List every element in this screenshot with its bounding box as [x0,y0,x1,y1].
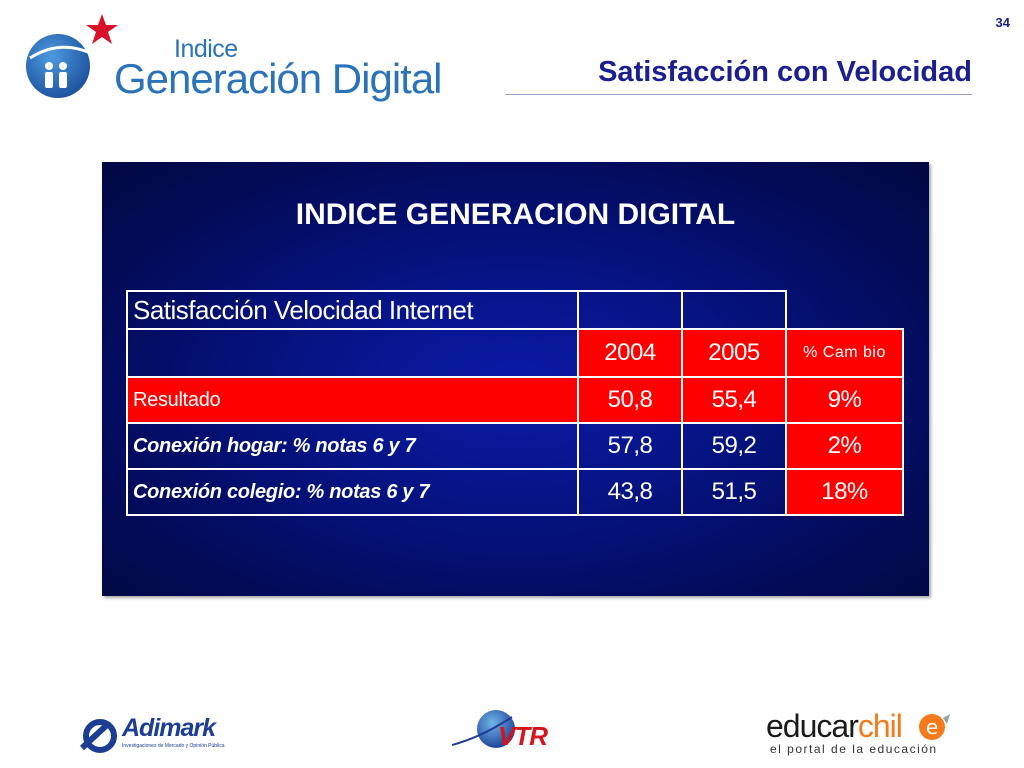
table-cell: 2% [785,422,904,470]
adimark-mark-icon [79,719,117,753]
adimark-name: Adimark [122,714,216,742]
brand-indice-text: Indice [174,35,238,63]
vtr-name: VTR [498,721,548,751]
table-header-label: Satisfacción Velocidad Internet [126,290,579,330]
year-2005-header: 2005 [681,328,787,378]
vtr-globe-icon [452,710,515,748]
brand-main-text: Generación Digital [114,55,443,102]
table-header-empty [577,290,683,330]
table-cell: 9% [785,376,904,424]
slide-title: Satisfacción con Velocidad [598,56,972,88]
table-cell: 59,2 [681,422,787,470]
vtr-logo: VTR [452,707,574,751]
year-2004-header: 2004 [577,328,683,378]
panel-title: INDICE GENERACION DIGITAL [295,198,736,231]
title-underline [505,94,972,95]
educarchile-logo: educarchil e el portal de la educación [766,708,956,758]
table-cell: 50,8 [577,376,683,424]
data-panel: INDICE GENERACION DIGITAL Satisfacción V… [102,162,929,596]
adimark-subtitle: Investigaciones de Mercado y Opinión Púb… [122,743,225,749]
table-cell: 57,8 [577,422,683,470]
svg-text:e: e [926,715,938,739]
table-cell: 51,5 [681,468,787,516]
row-label-colegio: Conexión colegio: % notas 6 y 7 [126,468,579,516]
table-header-empty [126,328,579,378]
globe-star-icon [26,14,118,98]
educarchile-e-icon: e [919,714,950,740]
educarchile-wordmark: educarchil [766,708,903,745]
change-header: % Cam bio [785,328,904,378]
educarchile-part2: chil [857,708,903,744]
row-label-hogar: Conexión hogar: % notas 6 y 7 [126,422,579,470]
table-header-empty [681,290,787,330]
table-cell: 55,4 [681,376,787,424]
table-cell: 43,8 [577,468,683,516]
educarchile-tagline: el portal de la educación [770,742,938,756]
row-label-resultado: Resultado [126,376,579,424]
indice-generacion-digital-logo: Indice Generación Digital [24,12,464,102]
page-number: 34 [995,15,1010,30]
adimark-logo: Adimark Investigaciones de Mercado y Opi… [78,712,228,758]
table-cell: 18% [785,468,904,516]
educarchile-part1: educar [766,708,859,744]
